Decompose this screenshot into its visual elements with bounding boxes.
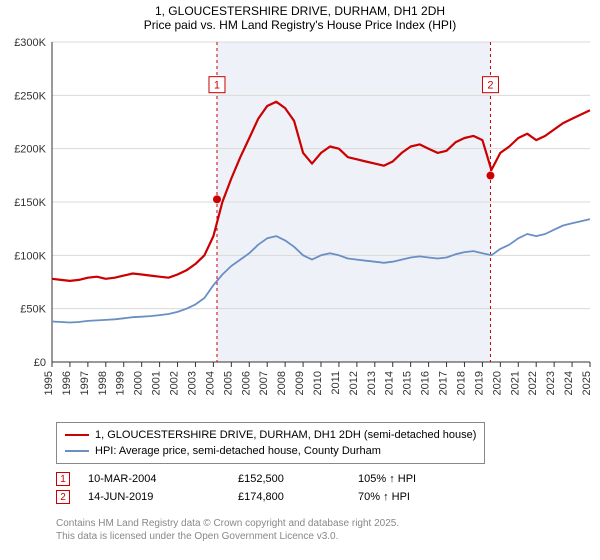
svg-text:2024: 2024 bbox=[563, 371, 575, 395]
chart-legend: 1, GLOUCESTERSHIRE DRIVE, DURHAM, DH1 2D… bbox=[56, 422, 485, 464]
svg-text:2019: 2019 bbox=[473, 371, 485, 395]
svg-text:1998: 1998 bbox=[97, 371, 109, 395]
svg-text:1997: 1997 bbox=[79, 371, 91, 395]
table-row: 2 14-JUN-2019£174,80070% ↑ HPI bbox=[56, 488, 478, 506]
svg-text:2021: 2021 bbox=[509, 371, 521, 395]
svg-text:1996: 1996 bbox=[61, 371, 73, 395]
sale-marker-box: 2 bbox=[56, 490, 70, 504]
sales-data-table: 1 10-MAR-2004£152,500105% ↑ HPI 2 14-JUN-20… bbox=[56, 470, 478, 506]
sale-price: £174,800 bbox=[238, 491, 358, 503]
title-line-1: 1, GLOUCESTERSHIRE DRIVE, DURHAM, DH1 2D… bbox=[0, 4, 600, 18]
svg-text:2017: 2017 bbox=[438, 371, 450, 395]
svg-text:£300K: £300K bbox=[14, 37, 46, 49]
svg-text:2007: 2007 bbox=[258, 371, 270, 395]
svg-text:2014: 2014 bbox=[384, 371, 396, 395]
legend-label: 1, GLOUCESTERSHIRE DRIVE, DURHAM, DH1 2D… bbox=[95, 429, 476, 441]
svg-text:£50K: £50K bbox=[20, 304, 46, 316]
svg-text:1999: 1999 bbox=[115, 371, 127, 395]
line-chart: £0 £50K £100K £150K £200K £250K £300K 1995 1996 1… bbox=[0, 32, 600, 412]
footer-line-2: This data is licensed under the Open Gov… bbox=[56, 531, 399, 544]
footer-line-1: Contains HM Land Registry data © Crown c… bbox=[56, 518, 399, 531]
svg-text:2011: 2011 bbox=[330, 371, 342, 395]
svg-text:2001: 2001 bbox=[151, 371, 163, 395]
chart-area: £0 £50K £100K £150K £200K £250K £300K 1995 1996 1… bbox=[0, 32, 600, 412]
svg-text:1995: 1995 bbox=[43, 371, 55, 395]
svg-text:2: 2 bbox=[487, 80, 493, 92]
svg-text:2010: 2010 bbox=[312, 371, 324, 395]
legend-row: 1, GLOUCESTERSHIRE DRIVE, DURHAM, DH1 2D… bbox=[65, 427, 476, 443]
svg-text:2016: 2016 bbox=[420, 371, 432, 395]
sale-price: £152,500 bbox=[238, 473, 358, 485]
sale-date: 10-MAR-2004 bbox=[88, 473, 238, 485]
footer-note: Contains HM Land Registry data © Crown c… bbox=[56, 518, 399, 543]
svg-text:2009: 2009 bbox=[294, 371, 306, 395]
table-row: 1 10-MAR-2004£152,500105% ↑ HPI bbox=[56, 470, 478, 488]
svg-text:1: 1 bbox=[214, 80, 220, 92]
chart-title-block: 1, GLOUCESTERSHIRE DRIVE, DURHAM, DH1 2D… bbox=[0, 0, 600, 32]
svg-text:£100K: £100K bbox=[14, 250, 46, 262]
svg-text:£150K: £150K bbox=[14, 197, 46, 209]
svg-text:2005: 2005 bbox=[222, 371, 234, 395]
svg-text:£0: £0 bbox=[34, 357, 46, 369]
svg-text:2018: 2018 bbox=[455, 371, 467, 395]
title-line-2: Price paid vs. HM Land Registry's House … bbox=[0, 18, 600, 32]
svg-text:2022: 2022 bbox=[527, 371, 539, 395]
legend-swatch bbox=[65, 450, 89, 452]
svg-text:2006: 2006 bbox=[240, 371, 252, 395]
svg-text:2020: 2020 bbox=[491, 371, 503, 395]
svg-text:2000: 2000 bbox=[133, 371, 145, 395]
legend-row: HPI: Average price, semi-detached house,… bbox=[65, 443, 476, 459]
svg-text:2012: 2012 bbox=[348, 371, 360, 395]
svg-text:2003: 2003 bbox=[186, 371, 198, 395]
legend-label: HPI: Average price, semi-detached house,… bbox=[95, 445, 381, 457]
svg-text:2023: 2023 bbox=[545, 371, 557, 395]
svg-text:£200K: £200K bbox=[14, 144, 46, 156]
svg-text:2013: 2013 bbox=[366, 371, 378, 395]
hpi-delta: 105% ↑ HPI bbox=[358, 473, 478, 485]
svg-text:2002: 2002 bbox=[169, 371, 181, 395]
sale-date: 14-JUN-2019 bbox=[88, 491, 238, 503]
svg-text:2025: 2025 bbox=[581, 371, 593, 395]
svg-text:2008: 2008 bbox=[276, 371, 288, 395]
sale-marker-box: 1 bbox=[56, 472, 70, 486]
svg-text:2015: 2015 bbox=[402, 371, 414, 395]
svg-text:£250K: £250K bbox=[14, 90, 46, 102]
svg-text:2004: 2004 bbox=[204, 371, 216, 395]
legend-swatch bbox=[65, 434, 89, 436]
hpi-delta: 70% ↑ HPI bbox=[358, 491, 478, 503]
